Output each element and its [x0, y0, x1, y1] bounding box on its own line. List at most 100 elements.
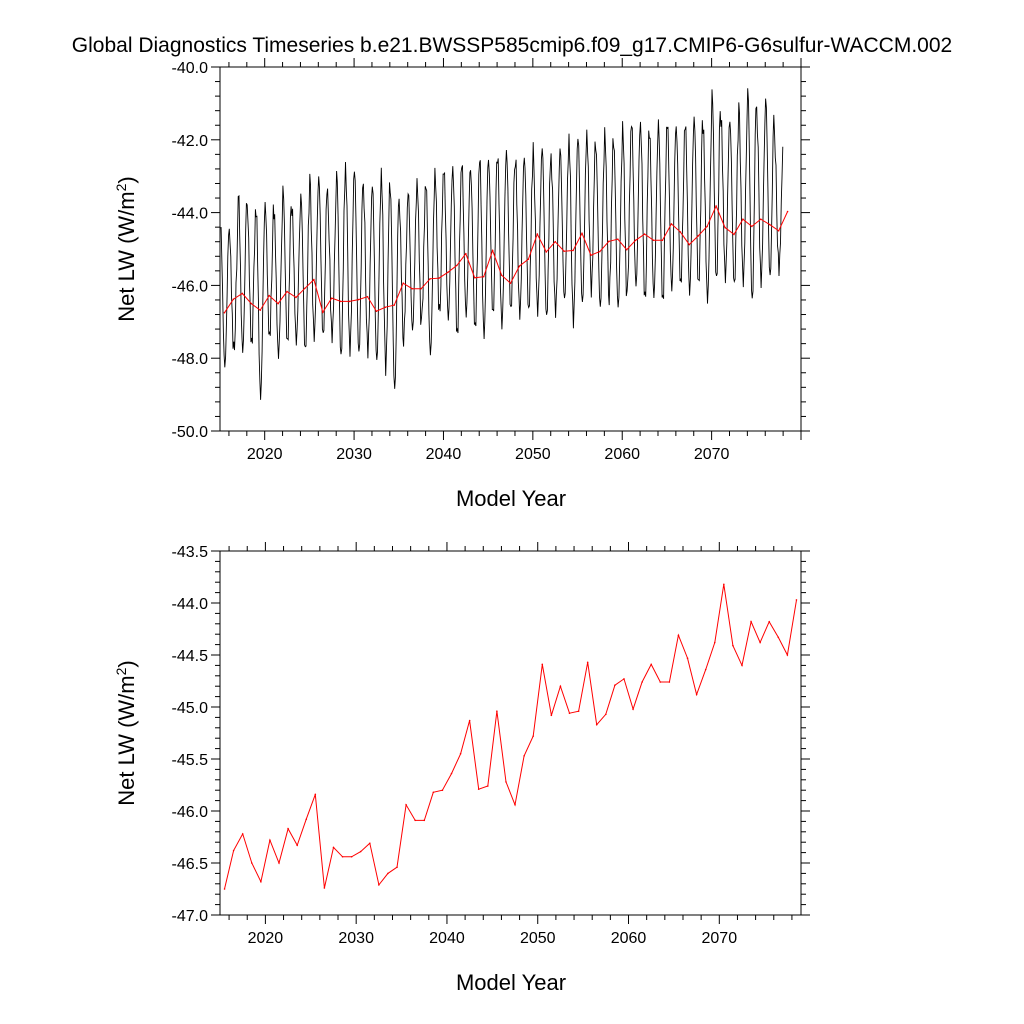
top-annual-data-point: [482, 275, 485, 278]
top-annual-data-point: [759, 218, 762, 220]
top-annual-data-point: [313, 278, 315, 281]
bottom-annual-data-point: [269, 839, 271, 841]
top-annual-data-point: [330, 297, 333, 299]
top-annual-data-point: [491, 249, 494, 252]
top-annual-data-point: [500, 274, 503, 277]
bottom-annual-data-point: [496, 710, 498, 712]
bottom-annual-data-point: [777, 636, 780, 639]
bottom-annual-data-point: [296, 844, 298, 847]
top-y-axis-label-sup: 2: [113, 183, 129, 191]
bottom-annual-data-point: [359, 850, 362, 853]
top-annual-data-point: [563, 250, 565, 252]
top-annual-data-point: [447, 271, 449, 274]
top-y-tick-label: -50.0: [172, 424, 209, 441]
top-y-axis-label: Net LW (W/m2): [113, 176, 139, 321]
bottom-annual-data-point: [323, 887, 326, 889]
top-monthly-series-line: [220, 88, 784, 400]
top-annual-data-point: [590, 254, 592, 256]
top-y-tick-labels: -50.0 -48.0 -46.0 -44.0 -42.0 -40.0: [172, 60, 209, 441]
top-plot-frame: [219, 66, 802, 432]
top-y-axis-label-main: Net LW (W/m: [114, 191, 139, 321]
bottom-annual-data-point: [768, 620, 771, 623]
top-annual-data-point: [268, 294, 270, 297]
top-annual-data-point: [572, 249, 574, 252]
bottom-annual-data-point: [614, 684, 616, 686]
bottom-plot-frame: [219, 550, 802, 916]
bottom-annual-data-point: [650, 663, 653, 666]
top-annual-series-line: [224, 204, 789, 314]
top-annual-data-point: [786, 210, 789, 213]
bottom-annual-data-point: [423, 819, 426, 822]
bottom-y-tick-label: -45.5: [172, 752, 209, 769]
bottom-ticks: [211, 542, 810, 924]
top-x-tick-labels: 2020 2030 2040 2050 2060 2070: [247, 446, 730, 463]
bottom-annual-data-point: [468, 719, 471, 722]
top-annual-data-point: [733, 233, 735, 236]
top-x-tick-label: 2030: [336, 446, 372, 463]
bottom-annual-data-point: [405, 803, 407, 806]
bottom-annual-data-point: [741, 664, 743, 667]
top-annual-data-point: [634, 239, 637, 242]
bottom-y-tick-label: -47.0: [172, 908, 209, 925]
bottom-x-tick-label: 2030: [338, 930, 374, 947]
top-annual-data-point: [724, 226, 726, 229]
top-annual-data-point: [286, 290, 288, 293]
bottom-x-tick-label: 2040: [429, 930, 465, 947]
top-x-tick-label: 2040: [426, 446, 462, 463]
top-y-tick-label: -42.0: [172, 133, 209, 150]
top-annual-data-point: [429, 278, 431, 280]
top-annual-data-point: [456, 264, 458, 267]
bottom-x-tick-label: 2070: [702, 930, 738, 947]
top-series-group: [220, 88, 789, 400]
top-annual-data-point: [393, 304, 396, 306]
top-annual-data-point: [777, 230, 780, 232]
bottom-y-tick-label: -46.5: [172, 856, 209, 873]
bottom-annual-data-point: [677, 634, 680, 637]
top-annual-data-point: [661, 239, 664, 242]
top-annual-data-point: [509, 282, 512, 285]
bottom-annual-data-point: [750, 620, 752, 623]
top-annual-data-point: [375, 310, 378, 313]
top-ticks: [211, 58, 810, 440]
bottom-series-group: [223, 583, 798, 890]
bottom-annual-data-point: [396, 866, 398, 868]
bottom-annual-data-point: [595, 723, 598, 726]
top-annual-data-point: [339, 300, 342, 303]
bottom-annual-data-point: [223, 888, 226, 890]
top-annual-data-point: [366, 295, 369, 298]
top-annual-data-point: [545, 251, 548, 253]
bottom-annual-data-point: [305, 818, 308, 821]
top-y-tick-label: -40.0: [172, 60, 209, 77]
bottom-x-tick-labels: 2020 2030 2040 2050 2060 2070: [248, 930, 738, 947]
bottom-annual-data-point: [314, 793, 317, 796]
bottom-annual-data-point: [341, 855, 344, 858]
top-x-axis-label: Model Year: [456, 486, 566, 511]
bottom-annual-data-point: [686, 657, 689, 659]
top-annual-data-point: [527, 258, 530, 260]
top-annual-data-point: [742, 218, 744, 220]
top-annual-data-point: [250, 302, 253, 305]
top-annual-data-point: [241, 292, 244, 295]
top-annual-data-point: [357, 298, 360, 301]
page-title: Global Diagnostics Timeseries b.e21.BWSS…: [72, 34, 952, 57]
top-y-tick-label: -44.0: [172, 206, 209, 223]
top-x-tick-label: 2060: [604, 446, 640, 463]
top-annual-data-point: [715, 205, 717, 207]
bottom-y-axis-label-main: Net LW (W/m: [114, 675, 139, 805]
top-y-tick-label: -46.0: [172, 278, 209, 295]
top-annual-data-point: [688, 243, 691, 246]
bottom-annual-data-point: [450, 772, 453, 775]
top-annual-data-point: [554, 240, 556, 243]
bottom-annual-data-point: [505, 781, 507, 783]
top-annual-data-point: [581, 232, 583, 235]
bottom-annual-data-point: [287, 827, 289, 830]
bottom-y-axis-label: Net LW (W/m2): [113, 660, 139, 805]
bottom-annual-data-point: [459, 753, 462, 755]
top-annual-data-point: [697, 235, 700, 237]
top-annual-data-point: [679, 231, 682, 233]
bottom-annual-data-point: [477, 788, 480, 790]
bottom-panel: -47.0 -46.5 -46.0 -45.5 -45.0 -44.5 -44.0 -43.5…: [113, 542, 810, 995]
bottom-annual-data-point: [487, 785, 489, 787]
bottom-annual-data-point: [414, 819, 416, 822]
